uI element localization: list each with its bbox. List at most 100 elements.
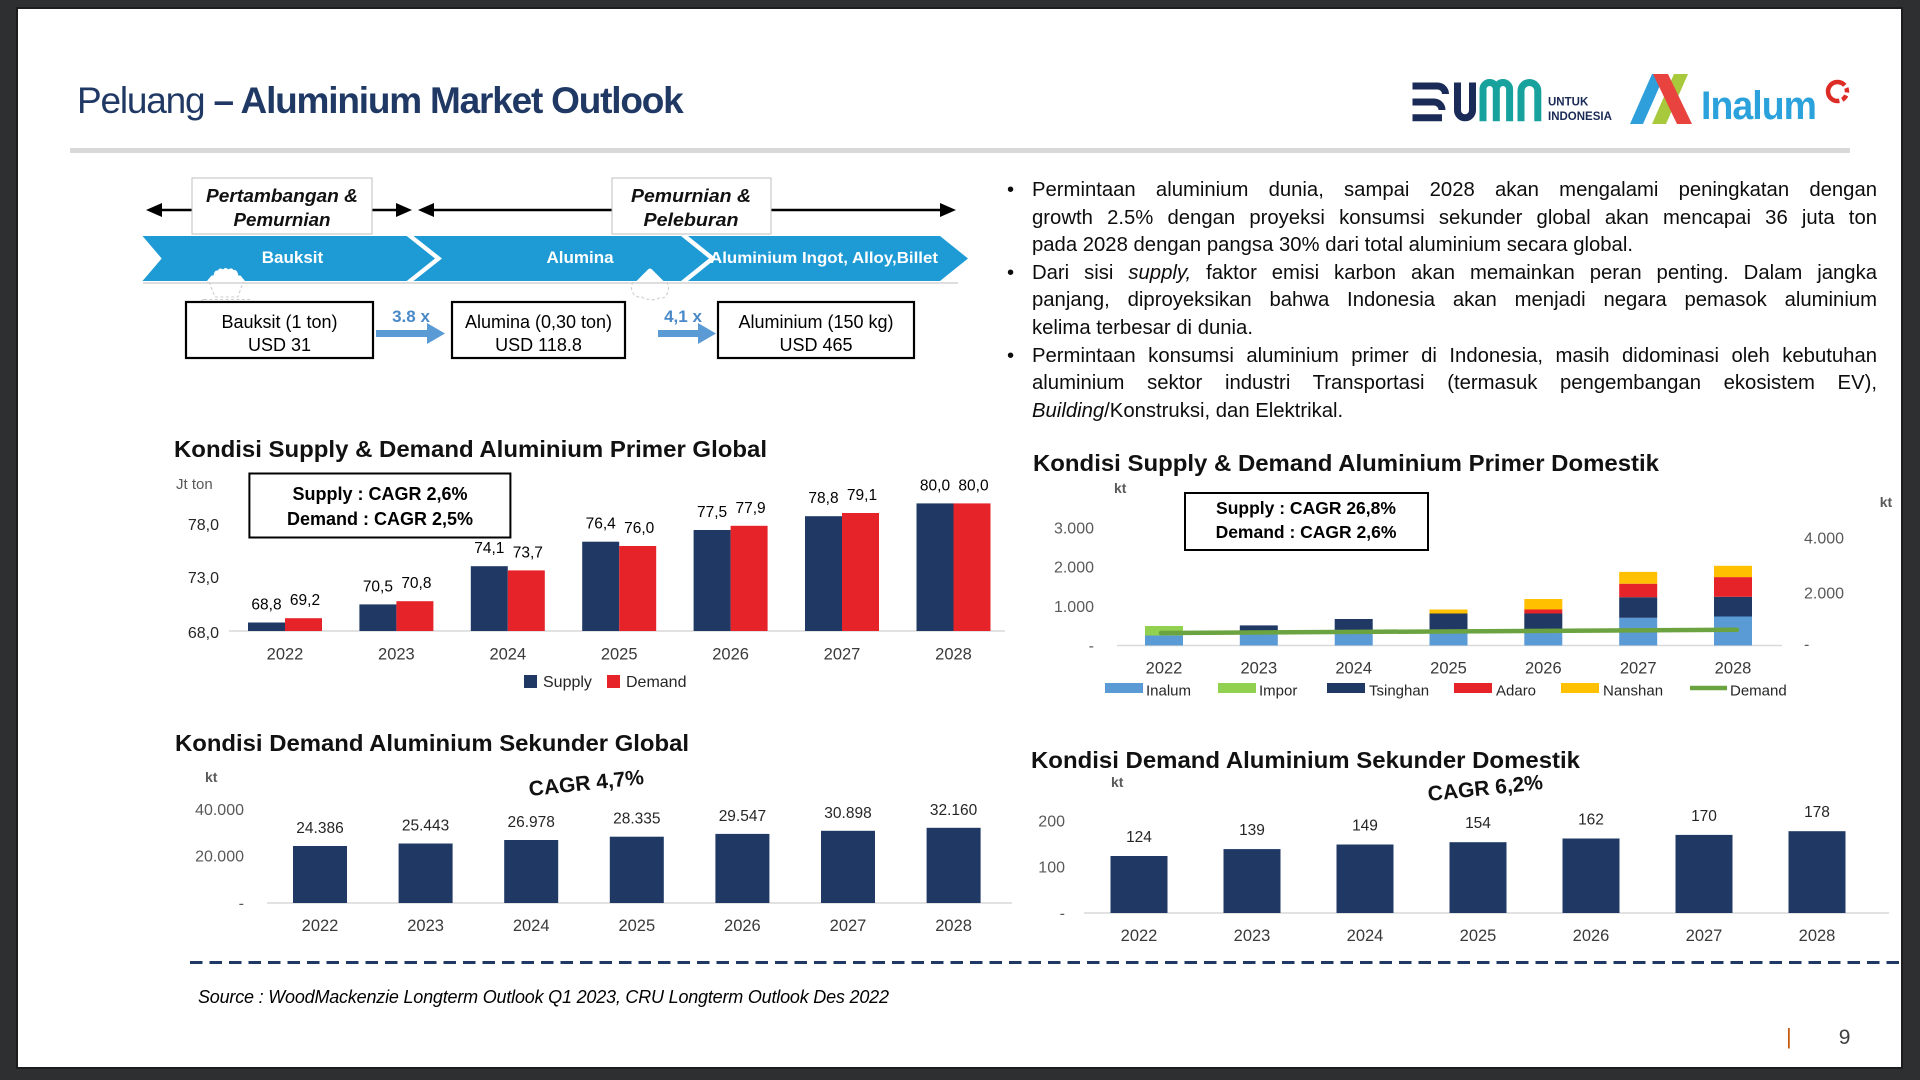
svg-text:2026: 2026 bbox=[1525, 660, 1562, 678]
svg-text:2023: 2023 bbox=[1234, 927, 1271, 945]
svg-text:CAGR 4,7%: CAGR 4,7% bbox=[528, 766, 646, 801]
svg-text:76,4: 76,4 bbox=[586, 516, 617, 533]
svg-text:kt: kt bbox=[1111, 774, 1124, 790]
svg-text:73,7: 73,7 bbox=[513, 544, 543, 561]
svg-text:2025: 2025 bbox=[1460, 927, 1497, 945]
svg-text:3.000: 3.000 bbox=[1054, 520, 1094, 537]
svg-text:Demand: Demand bbox=[1730, 683, 1787, 700]
svg-text:178: 178 bbox=[1804, 804, 1830, 821]
svg-text:149: 149 bbox=[1352, 818, 1378, 835]
svg-text:77,5: 77,5 bbox=[697, 504, 727, 521]
svg-text:2024: 2024 bbox=[1347, 927, 1384, 945]
svg-text:kt: kt bbox=[1880, 494, 1893, 510]
svg-text:Bauksit (1 ton): Bauksit (1 ton) bbox=[221, 312, 337, 332]
svg-text:24.386: 24.386 bbox=[296, 820, 343, 837]
svg-text:2023: 2023 bbox=[1240, 660, 1277, 678]
svg-text:USD 118.8: USD 118.8 bbox=[495, 335, 582, 355]
svg-text:2024: 2024 bbox=[513, 917, 550, 935]
svg-text:Impor: Impor bbox=[1259, 683, 1297, 700]
svg-text:-: - bbox=[1804, 637, 1809, 654]
svg-text:29.547: 29.547 bbox=[719, 808, 766, 825]
svg-text:Demand: Demand bbox=[626, 674, 686, 691]
svg-text:30.898: 30.898 bbox=[824, 805, 871, 822]
svg-text:2.000: 2.000 bbox=[1804, 585, 1844, 602]
svg-text:70,5: 70,5 bbox=[363, 578, 393, 595]
svg-text:Aluminium (150 kg): Aluminium (150 kg) bbox=[738, 312, 893, 332]
svg-text:Pemurnian: Pemurnian bbox=[234, 210, 331, 230]
svg-text:Bauksit: Bauksit bbox=[262, 248, 324, 267]
svg-text:2028: 2028 bbox=[935, 646, 972, 664]
svg-text:2028: 2028 bbox=[935, 917, 972, 935]
svg-text:2024: 2024 bbox=[1335, 660, 1372, 678]
svg-text:2025: 2025 bbox=[618, 917, 655, 935]
svg-text:2027: 2027 bbox=[830, 917, 867, 935]
svg-text:CAGR 6,2%: CAGR 6,2% bbox=[1427, 771, 1545, 806]
svg-text:Supply : CAGR 26,8%: Supply : CAGR 26,8% bbox=[1216, 498, 1396, 518]
svg-text:154: 154 bbox=[1465, 815, 1491, 832]
svg-text:2023: 2023 bbox=[407, 917, 444, 935]
svg-text:Demand : CAGR 2,6%: Demand : CAGR 2,6% bbox=[1216, 522, 1397, 542]
svg-text:-: - bbox=[1060, 906, 1065, 923]
svg-text:Adaro: Adaro bbox=[1496, 683, 1536, 700]
svg-text:Inalum: Inalum bbox=[1701, 84, 1816, 128]
svg-text:Kondisi Demand Aluminium Sekun: Kondisi Demand Aluminium Sekunder Domest… bbox=[1031, 747, 1580, 773]
svg-text:Alumina (0,30 ton): Alumina (0,30 ton) bbox=[465, 312, 612, 332]
svg-text:68,8: 68,8 bbox=[251, 597, 281, 614]
svg-text:2022: 2022 bbox=[267, 646, 304, 664]
svg-text:2027: 2027 bbox=[824, 646, 861, 664]
svg-text:170: 170 bbox=[1691, 808, 1717, 825]
svg-text:Supply: Supply bbox=[543, 674, 592, 691]
svg-text:Nanshan: Nanshan bbox=[1603, 683, 1663, 700]
svg-text:2.000: 2.000 bbox=[1054, 560, 1094, 577]
svg-text:74,1: 74,1 bbox=[474, 540, 504, 557]
svg-text:77,9: 77,9 bbox=[736, 500, 766, 517]
svg-text:Pertambangan &: Pertambangan & bbox=[206, 186, 358, 206]
svg-text:1.000: 1.000 bbox=[1054, 599, 1094, 616]
svg-text:78,0: 78,0 bbox=[188, 517, 219, 534]
svg-text:26.978: 26.978 bbox=[507, 814, 554, 831]
svg-text:USD 465: USD 465 bbox=[779, 335, 852, 355]
svg-text:3.8 x: 3.8 x bbox=[392, 307, 430, 326]
svg-text:2025: 2025 bbox=[1430, 660, 1467, 678]
svg-text:Pemurnian &: Pemurnian & bbox=[631, 186, 751, 206]
svg-text:25.443: 25.443 bbox=[402, 818, 449, 835]
svg-text:Tsinghan: Tsinghan bbox=[1369, 683, 1429, 700]
svg-text:28.335: 28.335 bbox=[613, 811, 660, 828]
svg-text:-: - bbox=[239, 896, 244, 913]
svg-text:162: 162 bbox=[1578, 812, 1604, 829]
svg-text:kt: kt bbox=[205, 769, 218, 785]
svg-text:68,0: 68,0 bbox=[188, 625, 219, 642]
svg-text:kt: kt bbox=[1114, 480, 1127, 496]
svg-text:Kondisi Supply & Demand Alumin: Kondisi Supply & Demand Aluminium Primer… bbox=[1033, 450, 1659, 476]
svg-text:Kondisi Demand Aluminium Sekun: Kondisi Demand Aluminium Sekunder Global bbox=[175, 730, 689, 756]
svg-text:4.000: 4.000 bbox=[1804, 531, 1844, 548]
svg-text:2024: 2024 bbox=[489, 646, 526, 664]
svg-text:80,0: 80,0 bbox=[958, 477, 989, 494]
svg-text:2023: 2023 bbox=[378, 646, 415, 664]
svg-text:Inalum: Inalum bbox=[1146, 683, 1191, 700]
svg-text:73,0: 73,0 bbox=[188, 570, 219, 587]
svg-text:2028: 2028 bbox=[1715, 660, 1752, 678]
svg-text:20.000: 20.000 bbox=[195, 849, 244, 866]
svg-text:2028: 2028 bbox=[1799, 927, 1836, 945]
svg-text:200: 200 bbox=[1038, 814, 1065, 831]
svg-text:Kondisi Supply & Demand Alumin: Kondisi Supply & Demand Aluminium Primer… bbox=[174, 436, 767, 462]
svg-text:2022: 2022 bbox=[302, 917, 339, 935]
svg-text:Supply : CAGR 2,6%: Supply : CAGR 2,6% bbox=[292, 484, 467, 504]
svg-text:78,8: 78,8 bbox=[808, 490, 838, 507]
svg-text:139: 139 bbox=[1239, 822, 1265, 839]
svg-text:76,0: 76,0 bbox=[624, 520, 655, 537]
svg-text:UNTUK: UNTUK bbox=[1548, 97, 1589, 109]
svg-text:2022: 2022 bbox=[1146, 660, 1183, 678]
svg-text:70,8: 70,8 bbox=[401, 575, 431, 592]
svg-text:2026: 2026 bbox=[712, 646, 749, 664]
svg-text:2022: 2022 bbox=[1121, 927, 1158, 945]
svg-text:INDONESIA: INDONESIA bbox=[1548, 111, 1612, 123]
svg-text:Aluminium Ingot, Alloy,Billet: Aluminium Ingot, Alloy,Billet bbox=[710, 250, 938, 267]
svg-text:Peleburan: Peleburan bbox=[644, 210, 739, 230]
svg-text:2026: 2026 bbox=[724, 917, 761, 935]
svg-text:Demand : CAGR 2,5%: Demand : CAGR 2,5% bbox=[287, 509, 473, 529]
svg-text:Alumina: Alumina bbox=[546, 248, 614, 267]
svg-text:80,0: 80,0 bbox=[920, 477, 951, 494]
svg-text:Jt ton: Jt ton bbox=[176, 476, 213, 493]
